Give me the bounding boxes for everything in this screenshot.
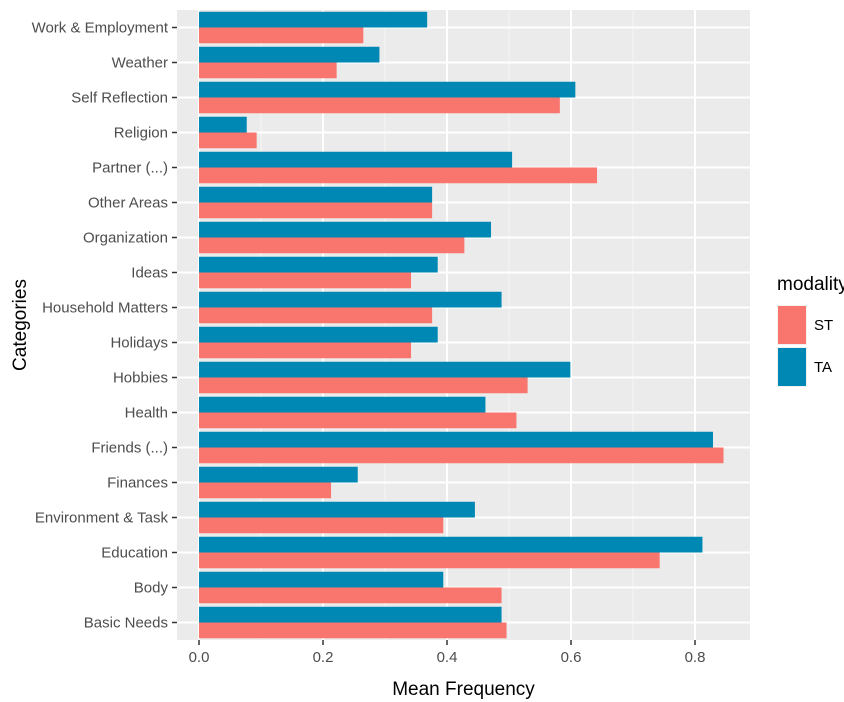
bar-st xyxy=(199,622,507,639)
bar-st xyxy=(199,307,433,324)
bar-st xyxy=(199,342,412,359)
bar-ta xyxy=(199,46,380,63)
bar-ta xyxy=(199,256,438,273)
bar-ta xyxy=(199,11,428,28)
x-tick-label: 0.6 xyxy=(561,649,582,666)
y-tick-label: Partner (...) xyxy=(92,160,168,177)
legend-swatch xyxy=(778,348,806,386)
x-axis: 0.0 0.2 0.4 0.6 0.8 xyxy=(189,640,706,666)
bar-st xyxy=(199,27,364,44)
y-tick-label: Body xyxy=(134,580,169,597)
bar-ta xyxy=(199,81,576,98)
y-tick-label: Friends (...) xyxy=(91,440,168,457)
bar-st xyxy=(199,447,724,464)
bar-st xyxy=(199,97,560,114)
y-tick-label: Organization xyxy=(83,230,168,247)
bars xyxy=(199,11,724,639)
bar-st xyxy=(199,412,517,429)
bar-ta xyxy=(199,396,486,413)
bar-ta xyxy=(199,326,438,343)
y-tick-label: Work & Employment xyxy=(32,20,169,37)
bar-ta xyxy=(199,186,433,203)
y-tick-label: Self Reflection xyxy=(71,90,168,107)
x-axis-title: Mean Frequency xyxy=(392,679,535,700)
x-tick-label: 0.0 xyxy=(189,649,210,666)
x-tick-label: 0.8 xyxy=(685,649,706,666)
y-tick-label: Health xyxy=(125,405,168,422)
y-tick-label: Hobbies xyxy=(113,370,168,387)
y-tick-label: Holidays xyxy=(110,335,168,352)
bar-ta xyxy=(199,431,713,448)
y-tick-label: Education xyxy=(101,545,168,562)
bar-ta xyxy=(199,151,513,168)
bar-ta xyxy=(199,221,492,238)
x-tick-label: 0.4 xyxy=(437,649,458,666)
bar-ta xyxy=(199,606,502,623)
bar-st xyxy=(199,132,257,149)
y-tick-label: Finances xyxy=(107,475,168,492)
legend-title: modality xyxy=(777,274,844,295)
legend-swatch xyxy=(778,306,806,344)
bar-ta xyxy=(199,116,247,133)
bar-ta xyxy=(199,466,358,483)
bar-ta xyxy=(199,501,475,518)
y-tick-label: Weather xyxy=(112,55,168,72)
bar-st xyxy=(199,377,528,394)
bar-st xyxy=(199,62,337,79)
bar-st xyxy=(199,552,660,569)
y-tick-label: Religion xyxy=(114,125,168,142)
x-tick-label: 0.2 xyxy=(313,649,334,666)
bar-st xyxy=(199,517,444,534)
y-axis-title: Categories xyxy=(10,279,31,371)
bar-ta xyxy=(199,291,502,308)
plot-panel xyxy=(177,10,750,640)
bar-st xyxy=(199,272,412,289)
legend-label: ST xyxy=(814,317,833,334)
y-tick-label: Other Areas xyxy=(88,195,168,212)
y-axis: Work & Employment Weather Self Reflection R… xyxy=(32,20,177,632)
bar-st xyxy=(199,237,465,254)
y-tick-label: Household Matters xyxy=(42,300,168,317)
bar-st xyxy=(199,202,433,219)
bar-st xyxy=(199,167,598,184)
legend-label: TA xyxy=(814,359,832,376)
bar-st xyxy=(199,482,332,499)
bar-ta xyxy=(199,361,571,378)
legend: modality ST TA xyxy=(777,274,844,387)
bar-ta xyxy=(199,536,703,553)
y-tick-label: Basic Needs xyxy=(84,615,168,632)
y-tick-label: Environment & Task xyxy=(35,510,169,527)
bar-ta xyxy=(199,571,444,588)
bar-st xyxy=(199,587,502,604)
y-tick-label: Ideas xyxy=(131,265,168,282)
